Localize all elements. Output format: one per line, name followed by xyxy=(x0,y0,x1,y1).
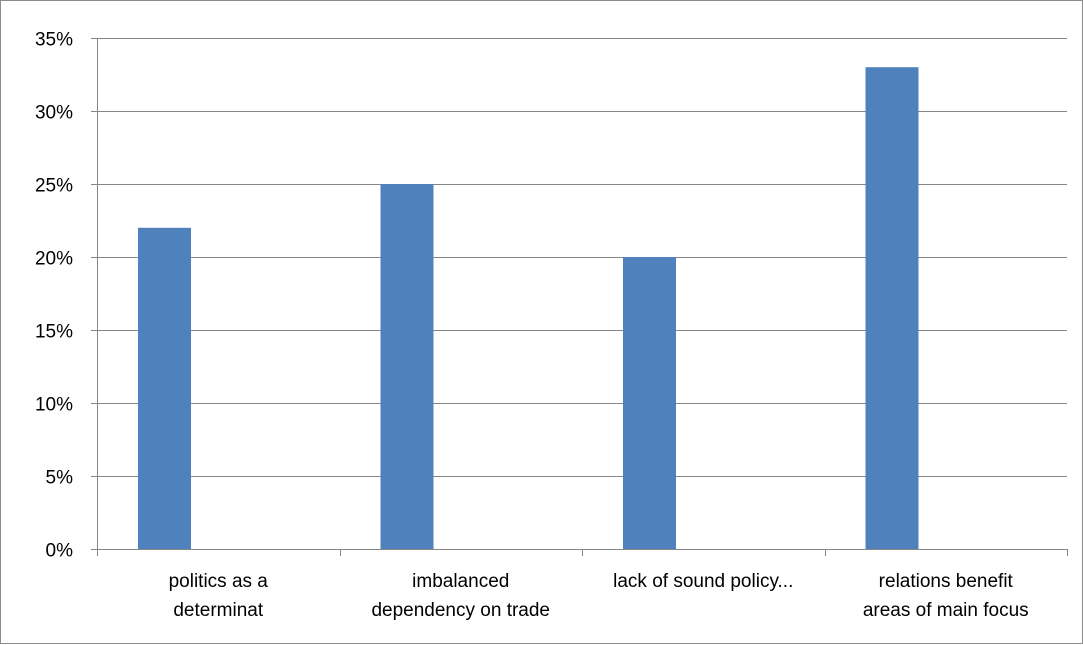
x-tick-label: politics as a determinat xyxy=(169,571,269,621)
x-tick-label: relations benefit areas of main focus xyxy=(863,571,1029,621)
y-tick-label: 15% xyxy=(35,322,73,343)
bars xyxy=(138,67,919,550)
y-tick-label: 25% xyxy=(35,176,73,197)
y-tick-labels: 0% 5% 10% 15% 20% 25% 30% 35% xyxy=(35,30,73,562)
y-tick-label: 30% xyxy=(35,103,73,124)
x-tick-labels: politics as a determinat imbalanced depende… xyxy=(169,571,1029,621)
x-tick-label: imbalanced dependency on trade xyxy=(371,571,550,621)
bar xyxy=(138,227,191,550)
x-tick-label: lack of sound policy... xyxy=(613,571,793,592)
y-tick-label: 0% xyxy=(46,541,74,562)
y-tick-label: 20% xyxy=(35,249,73,270)
bar xyxy=(380,184,434,549)
axes xyxy=(91,38,1068,556)
y-tick-label: 5% xyxy=(46,468,74,489)
y-tick-label: 10% xyxy=(35,395,73,416)
y-tick-label: 35% xyxy=(35,30,73,51)
bar xyxy=(865,67,919,549)
bar xyxy=(623,257,676,549)
gridlines xyxy=(97,38,1067,477)
